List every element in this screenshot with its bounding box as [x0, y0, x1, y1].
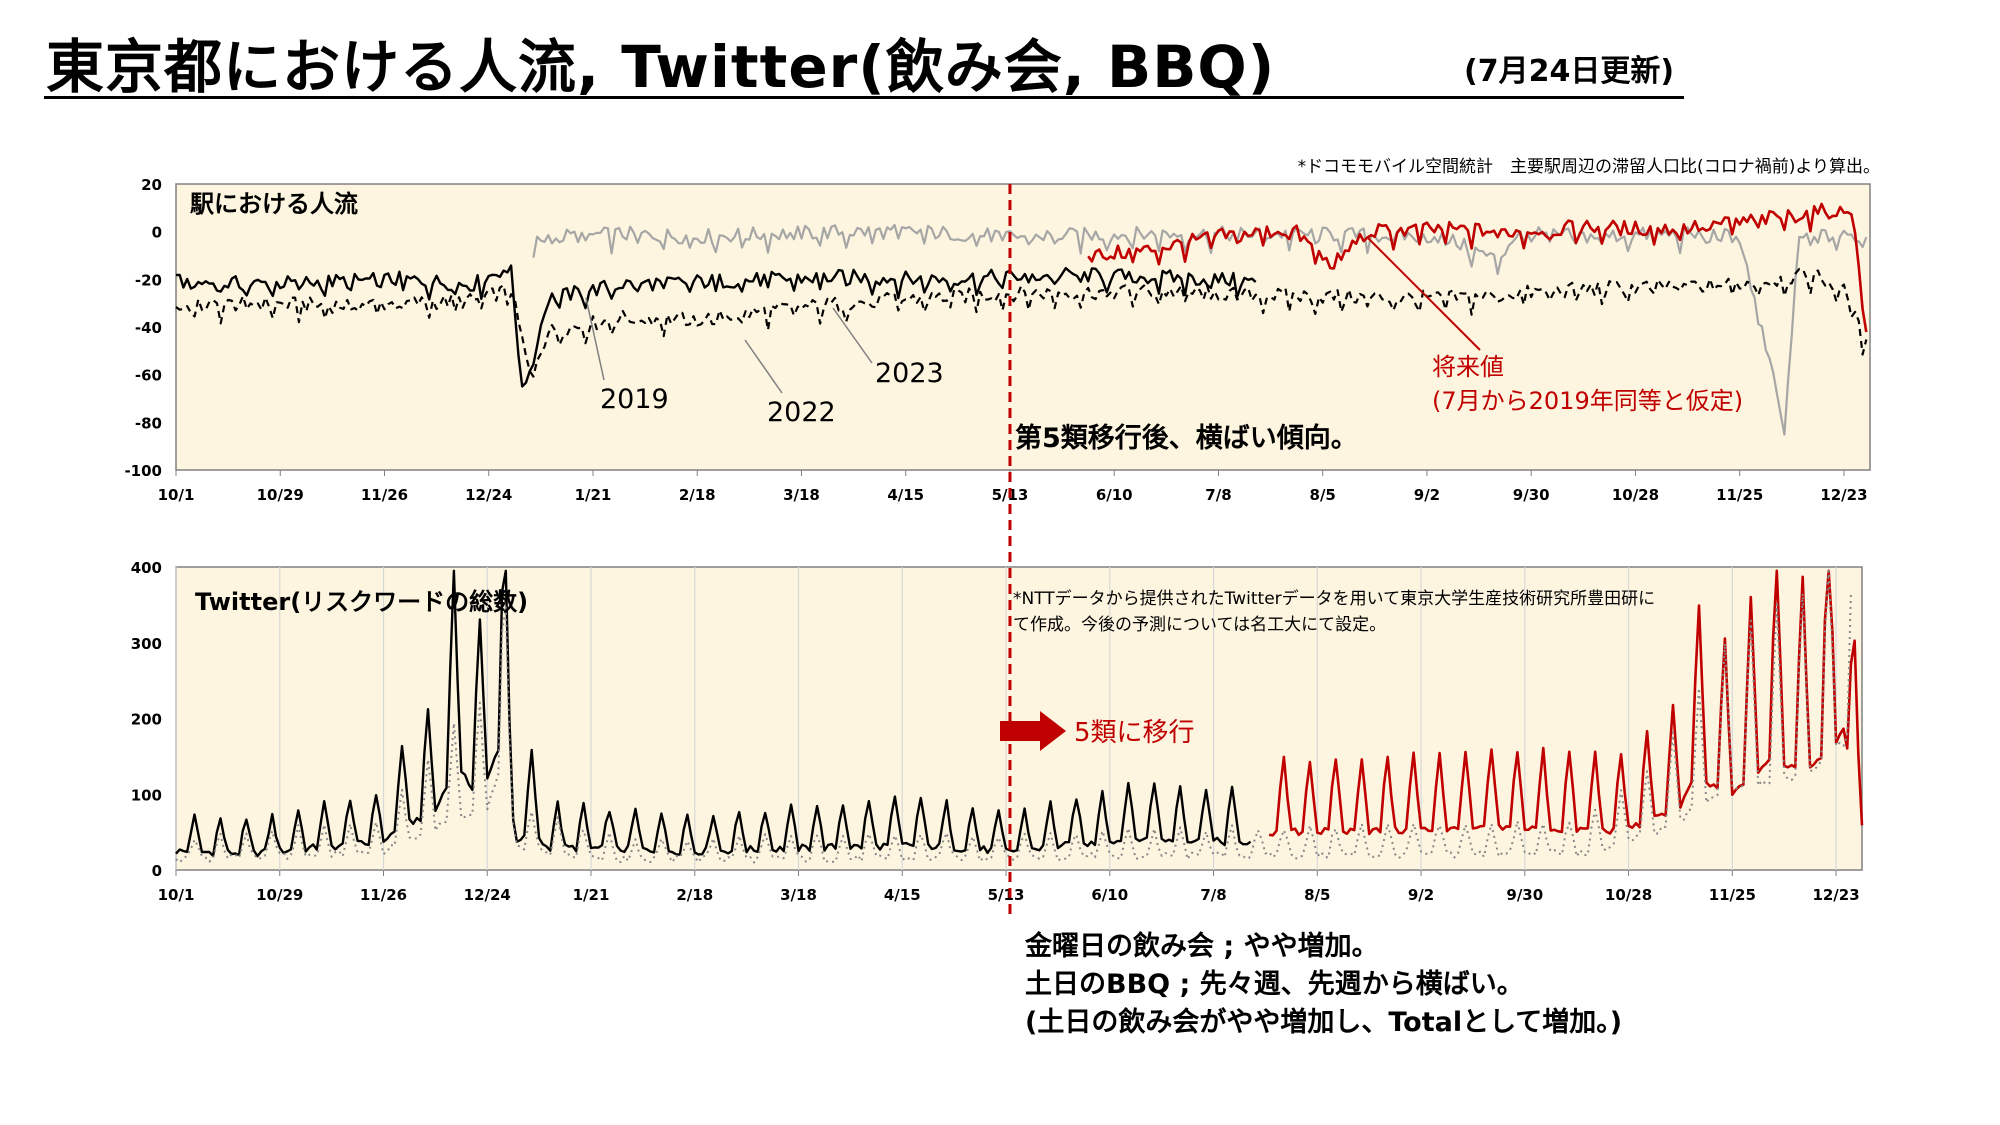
people-flow-series — [175, 202, 1868, 436]
x-tick-label: 5/13 — [988, 886, 1025, 904]
x-tick-label: 10/29 — [257, 486, 304, 504]
twitter-series — [175, 569, 1864, 864]
series-line-2023 — [175, 569, 1252, 858]
label-2019: 2019 — [600, 384, 669, 415]
x-tick-label: 7/8 — [1200, 886, 1226, 904]
forecast-assumption-label: (7月から2019年同等と仮定) — [1432, 387, 1743, 415]
people-flow-y-ticks: 20 0 -20 -40 -60 -80 -100 — [124, 176, 162, 480]
y-tick-label: 20 — [141, 176, 162, 194]
y-tick-label: 0 — [152, 224, 162, 242]
forecast-leader — [1367, 237, 1481, 351]
people-flow-source-note: *ドコモモバイル空間統計 主要駅周辺の滞留人口比(コロナ禍前)より算出。 — [1298, 157, 1880, 177]
transition-arrow-icon — [1000, 711, 1066, 751]
footer-note-bbq: 土日のBBQ ; 先々週、先週から横ばい。 — [1025, 969, 1524, 1000]
series-line-2019 — [532, 223, 1868, 436]
people-flow-panel-title: 駅における人流 — [190, 190, 358, 218]
y-tick-label: -40 — [135, 319, 162, 337]
people-flow-plot-area — [175, 183, 1871, 471]
x-tick-label: 7/8 — [1205, 486, 1231, 504]
update-note: (7月24日更新) — [1464, 54, 1675, 89]
label-2022: 2022 — [767, 397, 836, 428]
x-tick-label: 11/26 — [361, 486, 408, 504]
footer-note-friday: 金曜日の飲み会 ; やや増加。 — [1025, 931, 1379, 962]
x-tick-label: 6/10 — [1091, 886, 1128, 904]
x-tick-label: 8/5 — [1304, 886, 1330, 904]
x-tick-label: 11/25 — [1716, 486, 1763, 504]
x-tick-label: 12/23 — [1820, 486, 1867, 504]
trend-label: 第5類移行後、横ばい傾向。 — [1015, 422, 1358, 454]
x-tick-label: 8/5 — [1310, 486, 1336, 504]
x-tick-label: 9/2 — [1408, 886, 1434, 904]
x-tick-label: 4/15 — [887, 486, 924, 504]
x-tick-label: 1/21 — [575, 486, 612, 504]
label-2023: 2023 — [875, 358, 944, 389]
x-tick-label: 10/1 — [158, 886, 195, 904]
series-line-将来値 — [1087, 202, 1868, 333]
y-tick-label: 400 — [131, 559, 162, 577]
y-tick-label: -100 — [124, 462, 162, 480]
series-line-前年 — [175, 569, 1852, 864]
label-2019-leader — [585, 297, 605, 381]
forecast-label: 将来値 — [1432, 353, 1504, 381]
footer-note-total: (土日の飲み会がやや増加し、Totalとして増加。) — [1025, 1007, 1623, 1038]
y-tick-label: -80 — [135, 414, 162, 432]
x-tick-label: 4/15 — [884, 886, 921, 904]
y-tick-label: -20 — [135, 271, 162, 289]
x-tick-label: 9/2 — [1414, 486, 1440, 504]
series-line-2023 — [175, 264, 1257, 388]
x-tick-label: 12/24 — [464, 886, 511, 904]
x-tick-label: 11/26 — [360, 886, 407, 904]
twitter-panel-title: Twitter(リスクワードの総数) — [195, 588, 528, 616]
label-2023-leader — [832, 307, 873, 364]
x-tick-label: 11/25 — [1709, 886, 1756, 904]
twitter-grid — [175, 567, 1837, 870]
x-tick-label: 3/18 — [780, 886, 817, 904]
people-flow-x-ticks: 10/110/2911/2612/241/212/183/184/155/136… — [158, 470, 1868, 504]
y-tick-label: -60 — [135, 367, 162, 385]
twitter-x-ticks: 10/1 10/29 11/26 12/24 1/21 2/18 3/18 4/15 5/13 6… — [158, 870, 1860, 904]
x-tick-label: 9/30 — [1506, 886, 1543, 904]
label-2022-leader — [744, 339, 783, 394]
y-tick-label: 100 — [131, 786, 162, 804]
x-tick-label: 10/28 — [1605, 886, 1652, 904]
y-tick-label: 200 — [131, 711, 162, 729]
x-tick-label: 6/10 — [1096, 486, 1133, 504]
twitter-plot-area — [175, 566, 1863, 871]
y-tick-label: 0 — [152, 862, 162, 880]
page-title: 東京都における人流, Twitter(飲み会, BBQ) — [46, 33, 1276, 101]
title-bar: 東京都における人流, Twitter(飲み会, BBQ) (7月24日更新) — [44, 14, 1684, 101]
x-tick-label: 3/18 — [783, 486, 820, 504]
footer-notes: 金曜日の飲み会 ; やや増加。 土日のBBQ ; 先々週、先週から横ばい。 (土… — [1025, 928, 1622, 1042]
x-tick-label: 2/18 — [676, 886, 713, 904]
twitter-y-ticks: 400 300 200 100 0 — [131, 559, 162, 880]
x-tick-label: 9/30 — [1513, 486, 1550, 504]
x-tick-label: 12/23 — [1812, 886, 1859, 904]
twitter-source-note-1: *NTTデータから提供されたTwitterデータを用いて東京大学生産技術研究所豊… — [1013, 588, 1655, 609]
x-tick-label: 10/28 — [1612, 486, 1659, 504]
x-tick-label: 2/18 — [679, 486, 716, 504]
x-tick-label: 10/29 — [256, 886, 303, 904]
twitter-source-note-2: て作成。今後の予測については名工大にて設定。 — [1013, 615, 1386, 635]
twitter-chart: 400 300 200 100 0 10/1 10/29 11/26 12/24 1/21 2/1… — [131, 559, 1864, 904]
x-tick-label: 10/1 — [158, 486, 195, 504]
series-line-将来値 — [1268, 569, 1864, 837]
x-tick-label: 1/21 — [573, 886, 610, 904]
x-tick-label: 12/24 — [465, 486, 512, 504]
transition-label: 5類に移行 — [1074, 718, 1195, 748]
people-flow-chart: 20 0 -20 -40 -60 -80 -100 10/1 10/29 11/26 12/24 1… — [124, 157, 1880, 504]
y-tick-label: 300 — [131, 635, 162, 653]
